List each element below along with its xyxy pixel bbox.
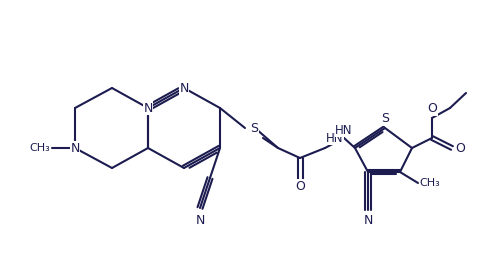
Text: CH₃: CH₃: [30, 143, 50, 153]
Text: N: N: [180, 81, 189, 94]
Text: O: O: [427, 102, 437, 115]
Text: HN: HN: [335, 123, 353, 136]
Text: O: O: [455, 142, 465, 155]
Text: S: S: [250, 122, 258, 135]
Text: HN: HN: [326, 131, 344, 144]
Text: S: S: [381, 113, 389, 126]
Text: N: N: [144, 102, 153, 114]
Text: N: N: [70, 142, 80, 155]
Text: N: N: [195, 214, 204, 227]
Text: O: O: [295, 180, 305, 193]
Text: N: N: [363, 214, 372, 227]
Text: CH₃: CH₃: [420, 178, 440, 188]
